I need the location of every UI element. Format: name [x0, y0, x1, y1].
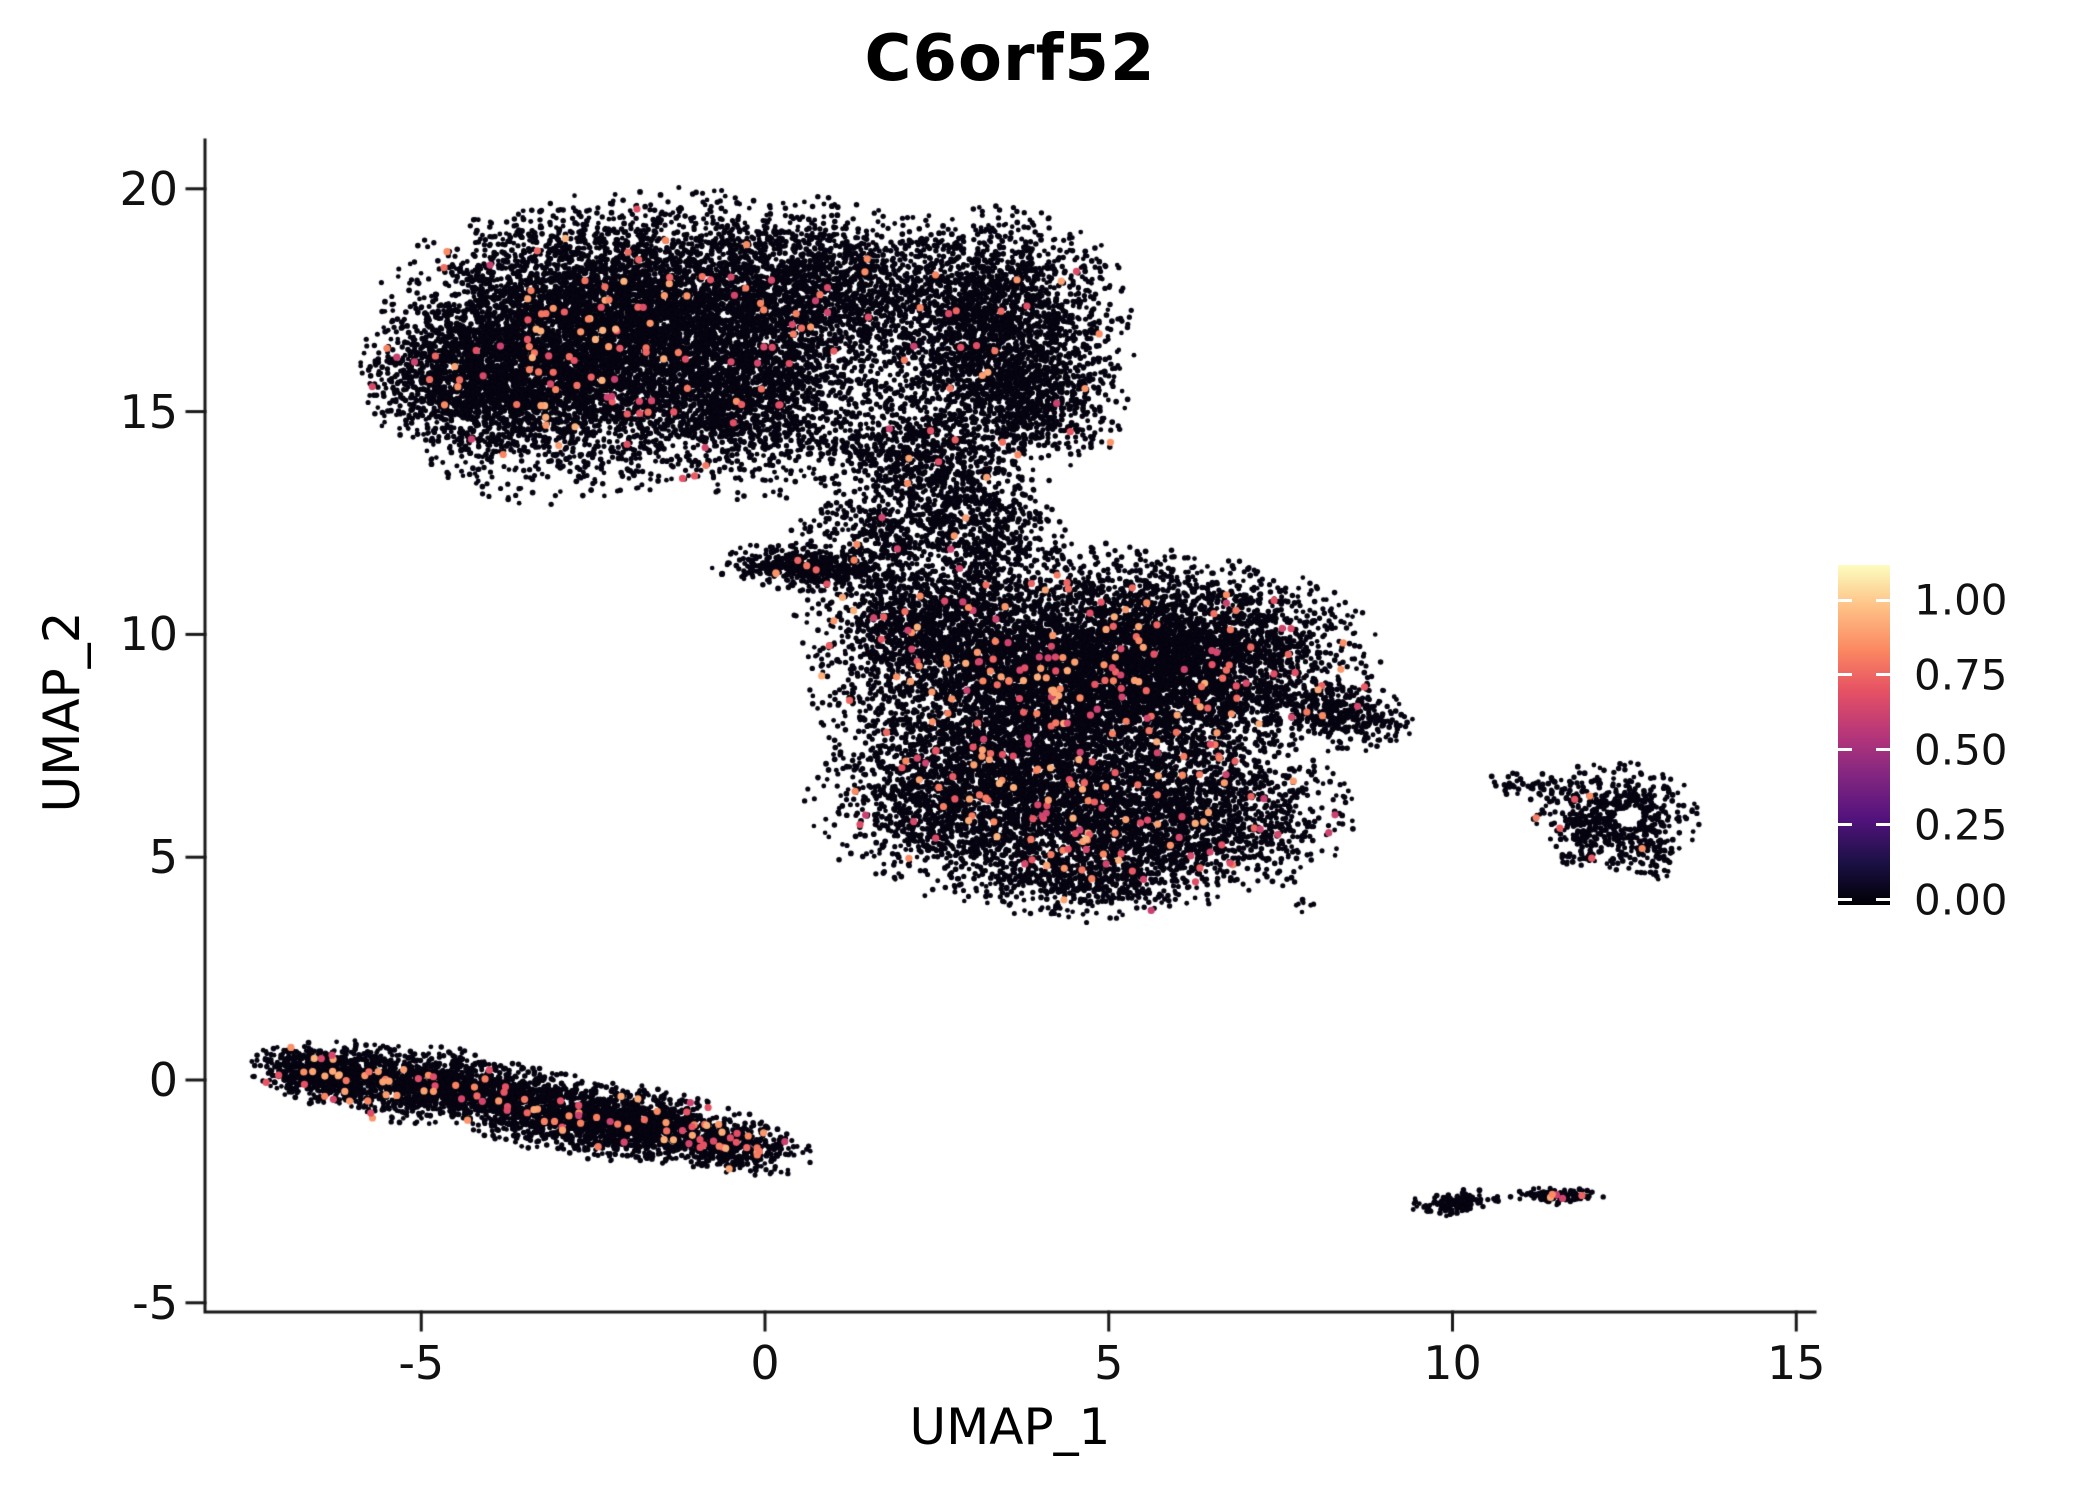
- legend-tick-mark: [1838, 673, 1852, 677]
- x-tick-label: -5: [398, 1336, 445, 1390]
- legend-tick-mark: [1838, 598, 1852, 602]
- x-tick-label: 15: [1766, 1336, 1826, 1390]
- x-tick-label: 10: [1423, 1336, 1482, 1390]
- y-tick-label: 5: [148, 830, 178, 885]
- y-tick-label: 15: [119, 384, 178, 439]
- legend-tick-mark: [1838, 823, 1852, 827]
- x-axis-label: UMAP_1: [909, 1398, 1111, 1456]
- legend-tick-label: 0.75: [1914, 650, 2008, 700]
- legend-tick-mark: [1876, 598, 1890, 602]
- y-tick-label: -5: [132, 1275, 178, 1330]
- y-tick-label: 10: [119, 607, 178, 662]
- legend-tick-label: 0.50: [1914, 725, 2008, 775]
- x-tick-label: 0: [750, 1336, 780, 1390]
- legend-tick-mark: [1876, 898, 1890, 902]
- y-tick-label: 0: [148, 1053, 178, 1107]
- y-tick-label: 20: [119, 161, 178, 216]
- legend-tick-label: 0.00: [1914, 875, 2008, 925]
- legend-tick-mark: [1876, 748, 1890, 752]
- legend-tick-label: 1.00: [1914, 575, 2008, 625]
- legend-tick-mark: [1876, 823, 1890, 827]
- legend-tick-label: 0.25: [1914, 800, 2008, 850]
- x-tick-label: 5: [1094, 1336, 1124, 1390]
- chart-title: C6orf52: [864, 22, 1156, 96]
- legend-tick-mark: [1838, 898, 1852, 902]
- colorbar-gradient: [1838, 565, 1890, 905]
- legend-tick-mark: [1838, 748, 1852, 752]
- legend-tick-mark: [1876, 673, 1890, 677]
